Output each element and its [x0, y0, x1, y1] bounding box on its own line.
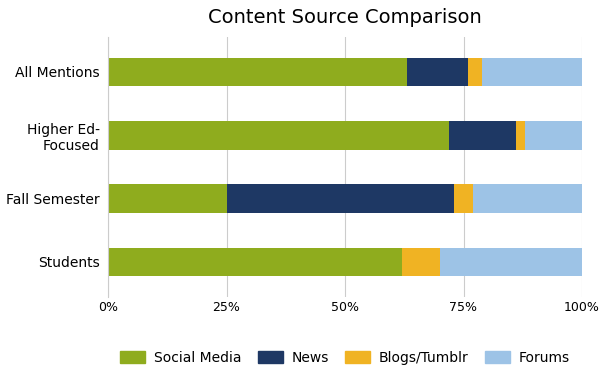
Bar: [407, 58, 468, 86]
Bar: [108, 121, 449, 150]
Bar: [108, 58, 407, 86]
Bar: [227, 184, 454, 213]
Bar: [454, 184, 473, 213]
Bar: [525, 121, 582, 150]
Bar: [473, 184, 582, 213]
Bar: [108, 248, 402, 276]
Bar: [440, 248, 582, 276]
Bar: [402, 248, 440, 276]
Title: Content Source Comparison: Content Source Comparison: [208, 8, 482, 27]
Bar: [515, 121, 525, 150]
Legend: Social Media, News, Blogs/Tumblr, Forums: Social Media, News, Blogs/Tumblr, Forums: [115, 345, 575, 370]
Bar: [108, 184, 227, 213]
Bar: [482, 58, 582, 86]
Bar: [468, 58, 482, 86]
Bar: [449, 121, 515, 150]
